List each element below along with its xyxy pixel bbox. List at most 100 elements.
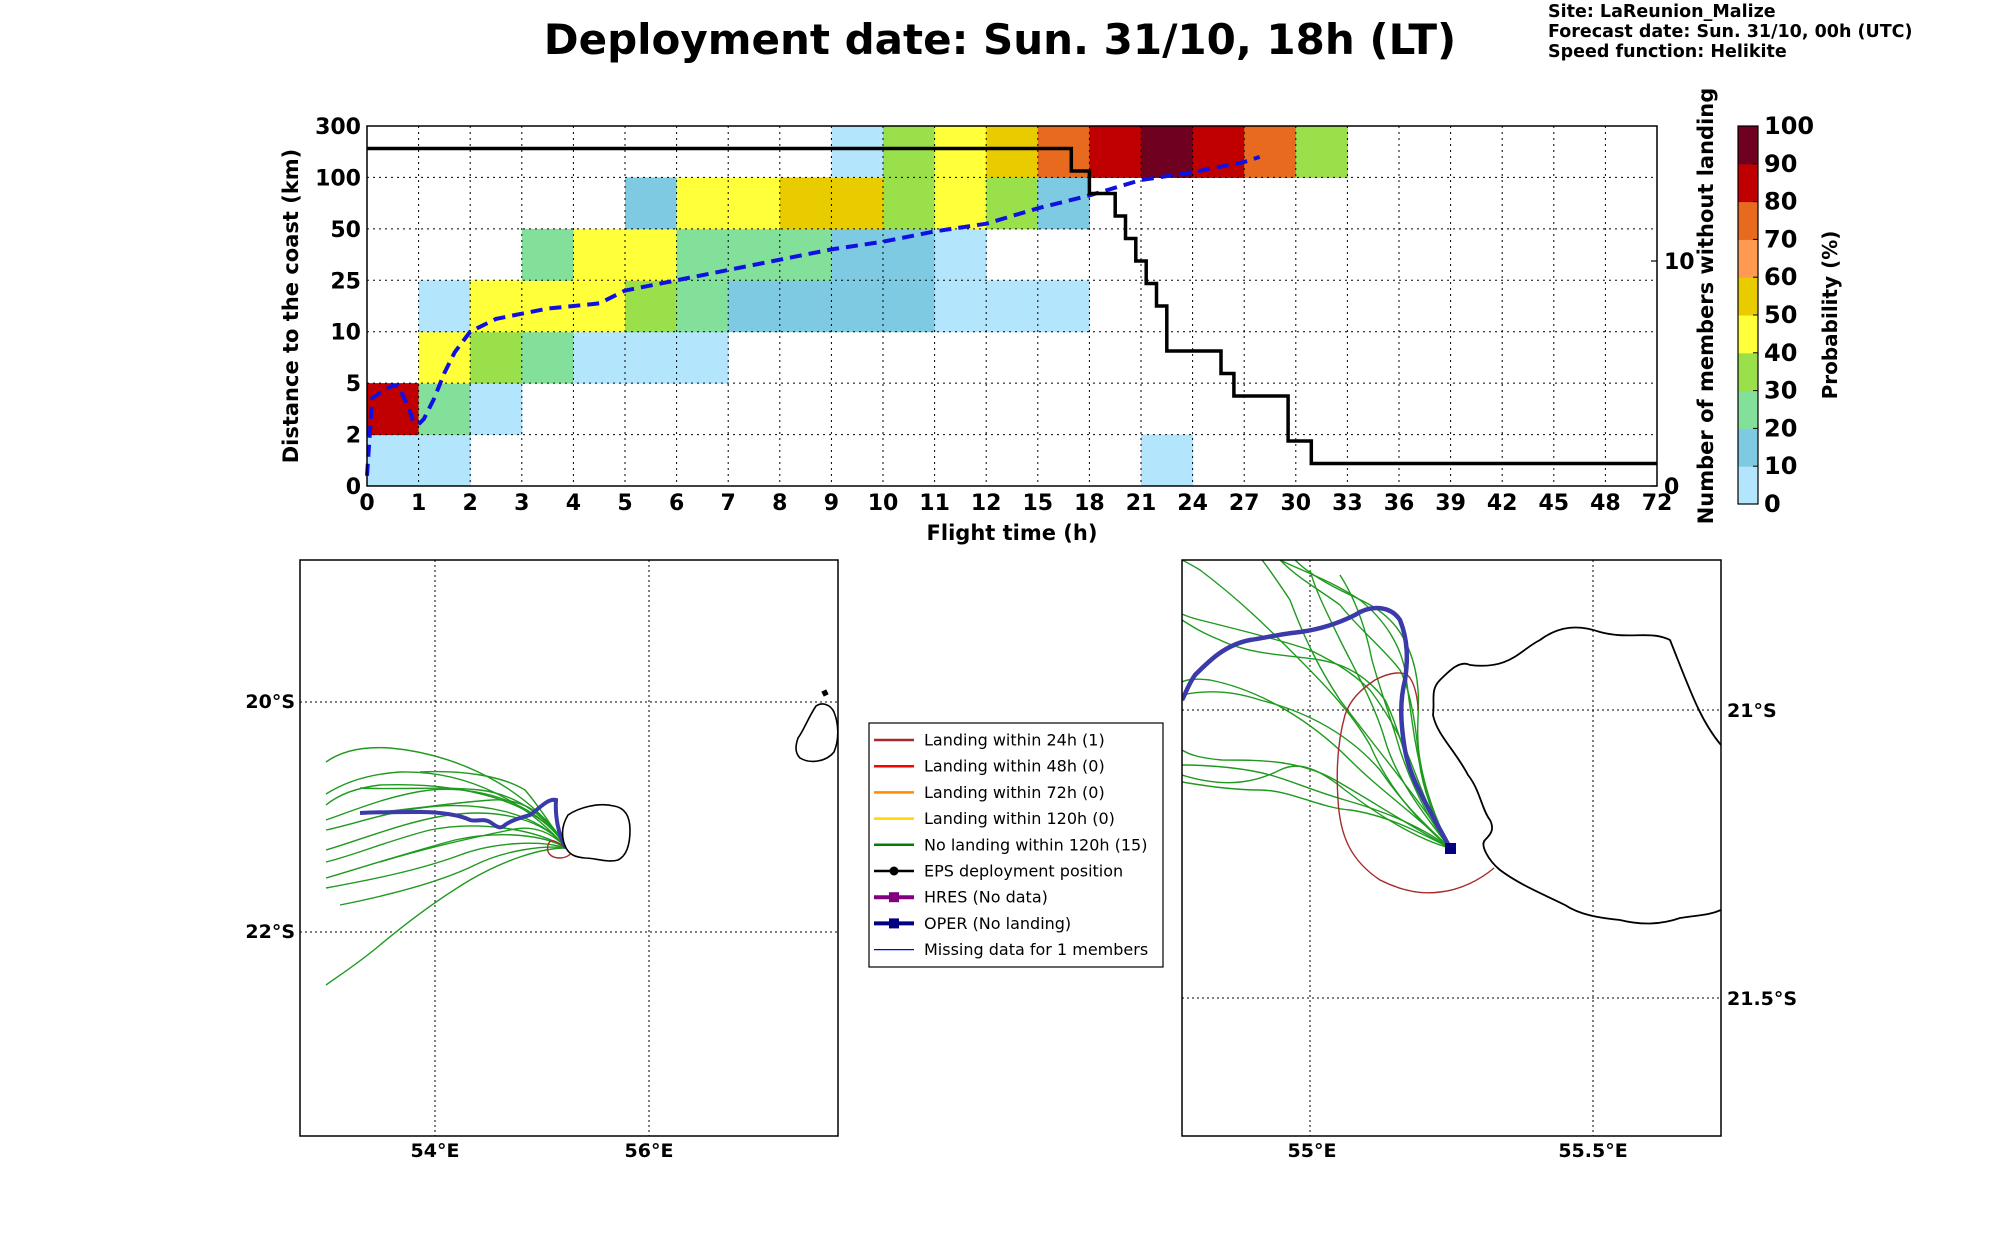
heatmap-cell [1037, 177, 1090, 230]
x-tick-label: 48 [1590, 491, 1621, 516]
y-tick-label: 2 [346, 424, 361, 449]
ensemble-trajectories [325, 746, 567, 986]
legend-items: Landing within 24h (1) Landing within 48h… [874, 731, 1148, 959]
heatmap-cell [728, 228, 781, 281]
legend-label: Landing within 24h (1) [924, 731, 1105, 750]
heatmap-cell [676, 177, 729, 230]
heatmap-cell [418, 331, 471, 384]
legend-label: Missing data for 1 members [924, 940, 1148, 959]
heatmap-cell [986, 177, 1039, 230]
regional-map-frame [299, 559, 839, 1137]
legend-frame [868, 722, 1164, 968]
regional-map-lat-label-20s: 20°S [245, 691, 295, 713]
heatmap-cell [470, 331, 523, 384]
small-island-outline [821, 689, 829, 697]
x-tick-label: 0 [359, 491, 374, 516]
x-tick-labels: 0 1 2 3 4 5 6 7 8 9 10 11 12 15 18 21 24 27 30 33 36 39 42 45 48… [359, 491, 1672, 516]
site-label: Site: LaReunion_Malize [1548, 2, 1776, 22]
x-tick-label: 21 [1126, 491, 1157, 516]
heatmap-cell [573, 331, 626, 384]
regional-map-grid [300, 560, 838, 1136]
colorbar-tick-label: 80 [1764, 188, 1797, 216]
heatmap-grid [367, 126, 1657, 486]
x-tick-label: 18 [1074, 491, 1105, 516]
legend-label: OPER (No landing) [924, 914, 1071, 933]
mauritius-island-outline [795, 703, 838, 763]
x-tick-label: 27 [1229, 491, 1260, 516]
heatmap-cell [831, 126, 884, 178]
heatmap-frame [366, 125, 1658, 487]
y-tick-label: 50 [330, 218, 361, 243]
heatmap-cell [883, 177, 936, 230]
colorbar-tick-label: 70 [1764, 225, 1797, 253]
legend-label: Landing within 120h (0) [924, 809, 1115, 828]
colorbar-tick-label: 20 [1764, 414, 1797, 442]
heatmap-cell [625, 177, 678, 230]
heatmap-cell [521, 280, 574, 333]
heatmap-cell [728, 280, 781, 333]
colorbar-tick-label: 100 [1764, 112, 1814, 140]
colorbar-tick-label: 90 [1764, 150, 1797, 178]
x-tick-label: 11 [919, 491, 950, 516]
x-tick-label: 39 [1435, 491, 1466, 516]
x-tick-label: 5 [617, 491, 632, 516]
regional-map-lon-label-56e: 56°E [625, 1140, 674, 1162]
zoomed-ensemble-trajectories [1182, 560, 1451, 849]
regional-map-lat-label-22s: 22°S [245, 921, 295, 943]
heatmap-cell [418, 383, 471, 436]
colorbar-tick-label: 40 [1764, 339, 1797, 367]
heatmap-cell [986, 126, 1039, 178]
x-axis-label: Flight time (h) [927, 521, 1098, 545]
y-tick-label: 10 [330, 321, 361, 346]
legend-label: Landing within 48h (0) [924, 757, 1105, 776]
y-tick-label: 0 [346, 475, 361, 500]
heatmap-cell [1141, 126, 1194, 178]
members-without-landing-line [367, 146, 1657, 466]
heatmap-cell [831, 228, 884, 281]
heatmap-cell [934, 228, 987, 281]
colorbar-segment [1738, 428, 1758, 467]
legend-item: Landing within 120h (0) [874, 809, 1115, 828]
heatmap-cell [676, 280, 729, 333]
x-tick-label: 1 [411, 491, 426, 516]
oper-trajectory [359, 797, 568, 850]
colorbar-tick-label: 0 [1764, 490, 1781, 518]
zoomed-map-lon-label-55e: 55°E [1288, 1140, 1337, 1162]
legend-marker [889, 892, 899, 903]
y-tick-label: 300 [315, 115, 361, 140]
legend-item: Landing within 24h (1) [874, 731, 1105, 750]
colorbar-tick-label: 60 [1764, 263, 1797, 291]
heatmap-cell [831, 280, 884, 333]
speed-function-label: Speed function: Helikite [1548, 42, 1787, 62]
heatmap-cell [625, 331, 678, 384]
reunion-coast-outline [1432, 626, 1721, 925]
legend-marker [889, 866, 899, 876]
colorbar-tick-label: 30 [1764, 377, 1797, 405]
heatmap-cell [573, 280, 626, 333]
heatmap-cell [625, 228, 678, 281]
x-tick-label: 45 [1538, 491, 1569, 516]
legend-label: EPS deployment position [924, 862, 1123, 881]
heatmap-cell [779, 280, 832, 333]
heatmap-cell [1037, 280, 1090, 333]
reunion-island-outline [561, 803, 631, 862]
colorbar-segment [1738, 126, 1758, 165]
colorbar-segment [1738, 315, 1758, 354]
heatmap-cell [831, 177, 884, 230]
colorbar-segment [1738, 163, 1758, 203]
heatmap-cell [1244, 126, 1297, 178]
x-tick-label: 2 [463, 491, 478, 516]
x-tick-label: 33 [1332, 491, 1363, 516]
colorbar-segment [1738, 466, 1758, 505]
y2-tick-label: 10 [1664, 250, 1695, 275]
x-tick-label: 7 [721, 491, 736, 516]
heatmap-cell [728, 177, 781, 230]
zoomed-oper-trajectory [1182, 605, 1452, 850]
x-tick-label: 9 [824, 491, 839, 516]
legend-item: HRES (No data) [874, 888, 1048, 907]
y-tick-label: 25 [330, 269, 361, 294]
heatmap-cell [470, 383, 523, 436]
colorbar-tick-label: 50 [1764, 301, 1797, 329]
zoomed-map-frame [1181, 559, 1722, 1137]
